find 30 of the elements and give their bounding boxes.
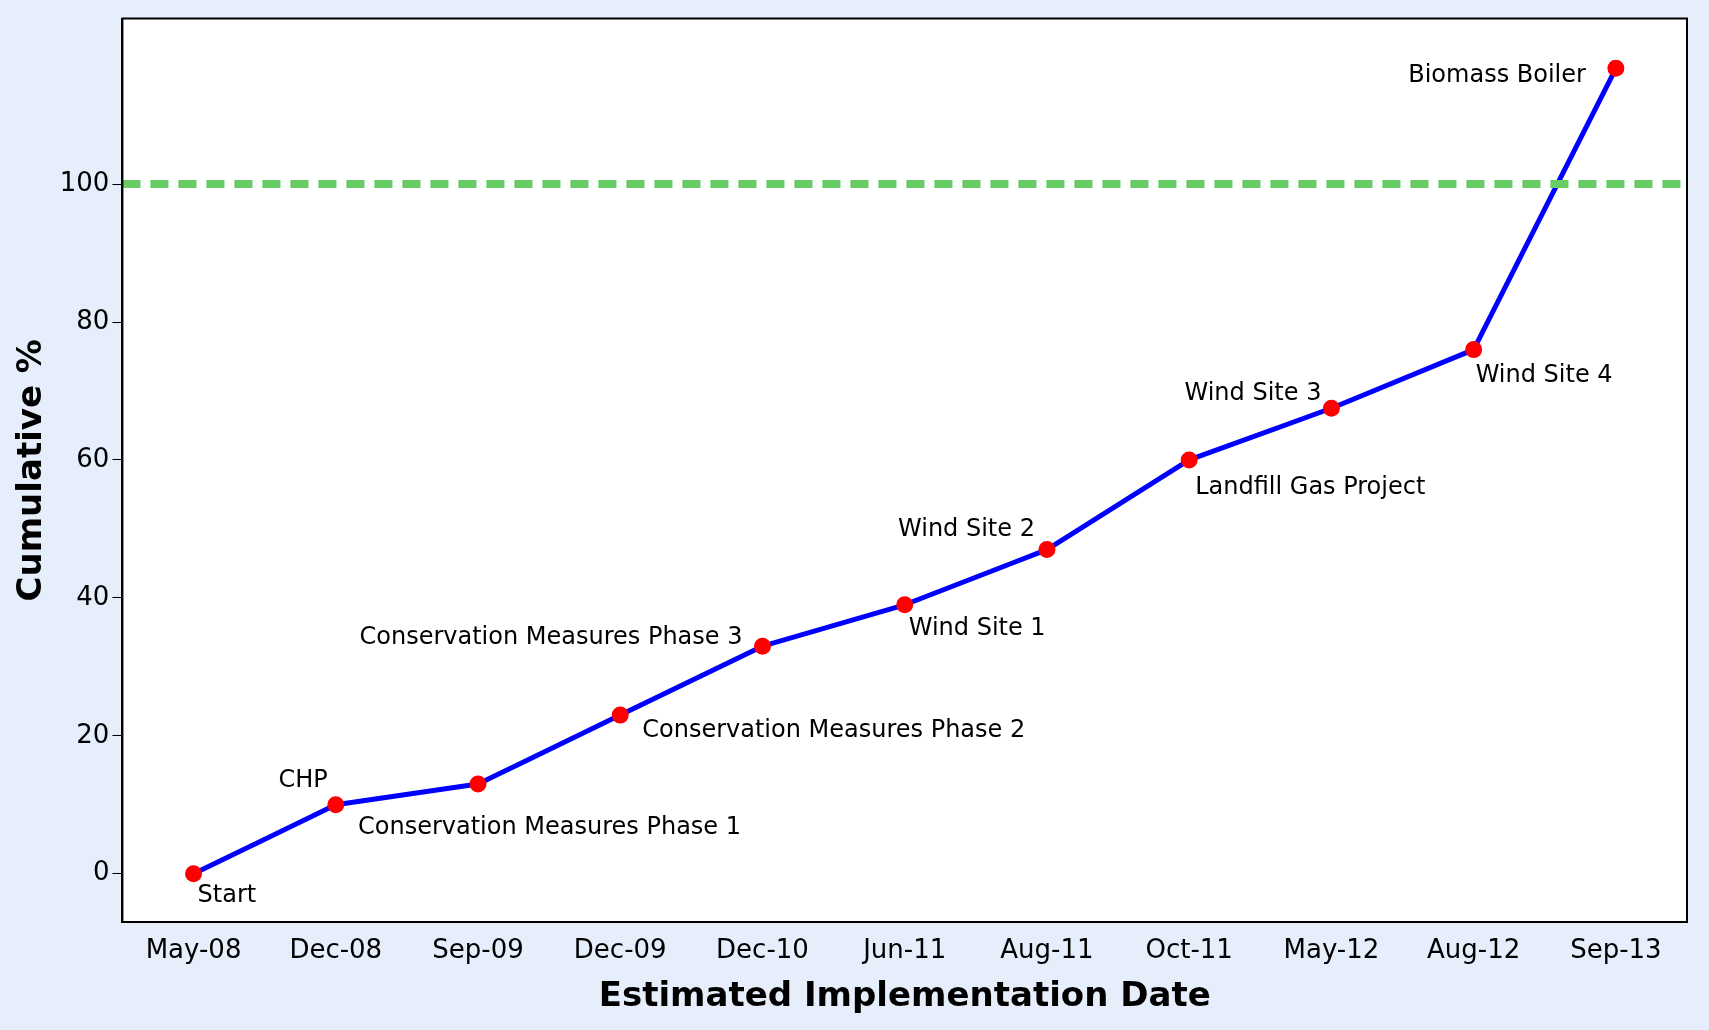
annotation: Conservation Measures Phase 2 (642, 715, 1026, 744)
annotation: Conservation Measures Phase 3 (359, 622, 743, 651)
annotation: Biomass Boiler (1408, 60, 1587, 89)
annotation: Wind Site 1 (908, 613, 1046, 642)
annotation: Wind Site 4 (1475, 359, 1613, 388)
annotation: Start (197, 879, 257, 908)
x-axis-title: Estimated Implementation Date (598, 974, 1211, 1015)
x-tick-label: Dec-08 (289, 934, 383, 965)
y-tick-label: 20 (76, 718, 110, 749)
x-tick-label: May-12 (1283, 934, 1380, 965)
x-tick-label: Dec-10 (716, 934, 809, 965)
y-tick-label: 0 (92, 856, 110, 887)
annotation: Landfill Gas Project (1195, 472, 1426, 501)
x-tick-label: Jun-11 (861, 934, 947, 965)
annotation: Wind Site 3 (1184, 378, 1322, 407)
x-tick-label: Sep-09 (432, 934, 524, 965)
x-tick-label: May-08 (145, 934, 242, 965)
annotation: Wind Site 2 (898, 513, 1035, 542)
y-tick-label: 100 (59, 166, 110, 197)
x-tick-label: Aug-12 (1427, 934, 1521, 965)
y-tick-label: 80 (76, 304, 110, 335)
x-tick-label: Aug-11 (1000, 934, 1094, 965)
annotation: Conservation Measures Phase 1 (358, 812, 742, 841)
x-tick-label: Sep-13 (1570, 934, 1662, 965)
y-tick-label: 60 (76, 442, 110, 473)
annotation: CHP (278, 765, 328, 793)
y-axis-title: Cumulative % (9, 339, 50, 602)
y-tick-label: 40 (76, 580, 110, 611)
x-tick-label: Dec-09 (573, 934, 667, 965)
x-tick-label: Oct-11 (1145, 934, 1233, 965)
